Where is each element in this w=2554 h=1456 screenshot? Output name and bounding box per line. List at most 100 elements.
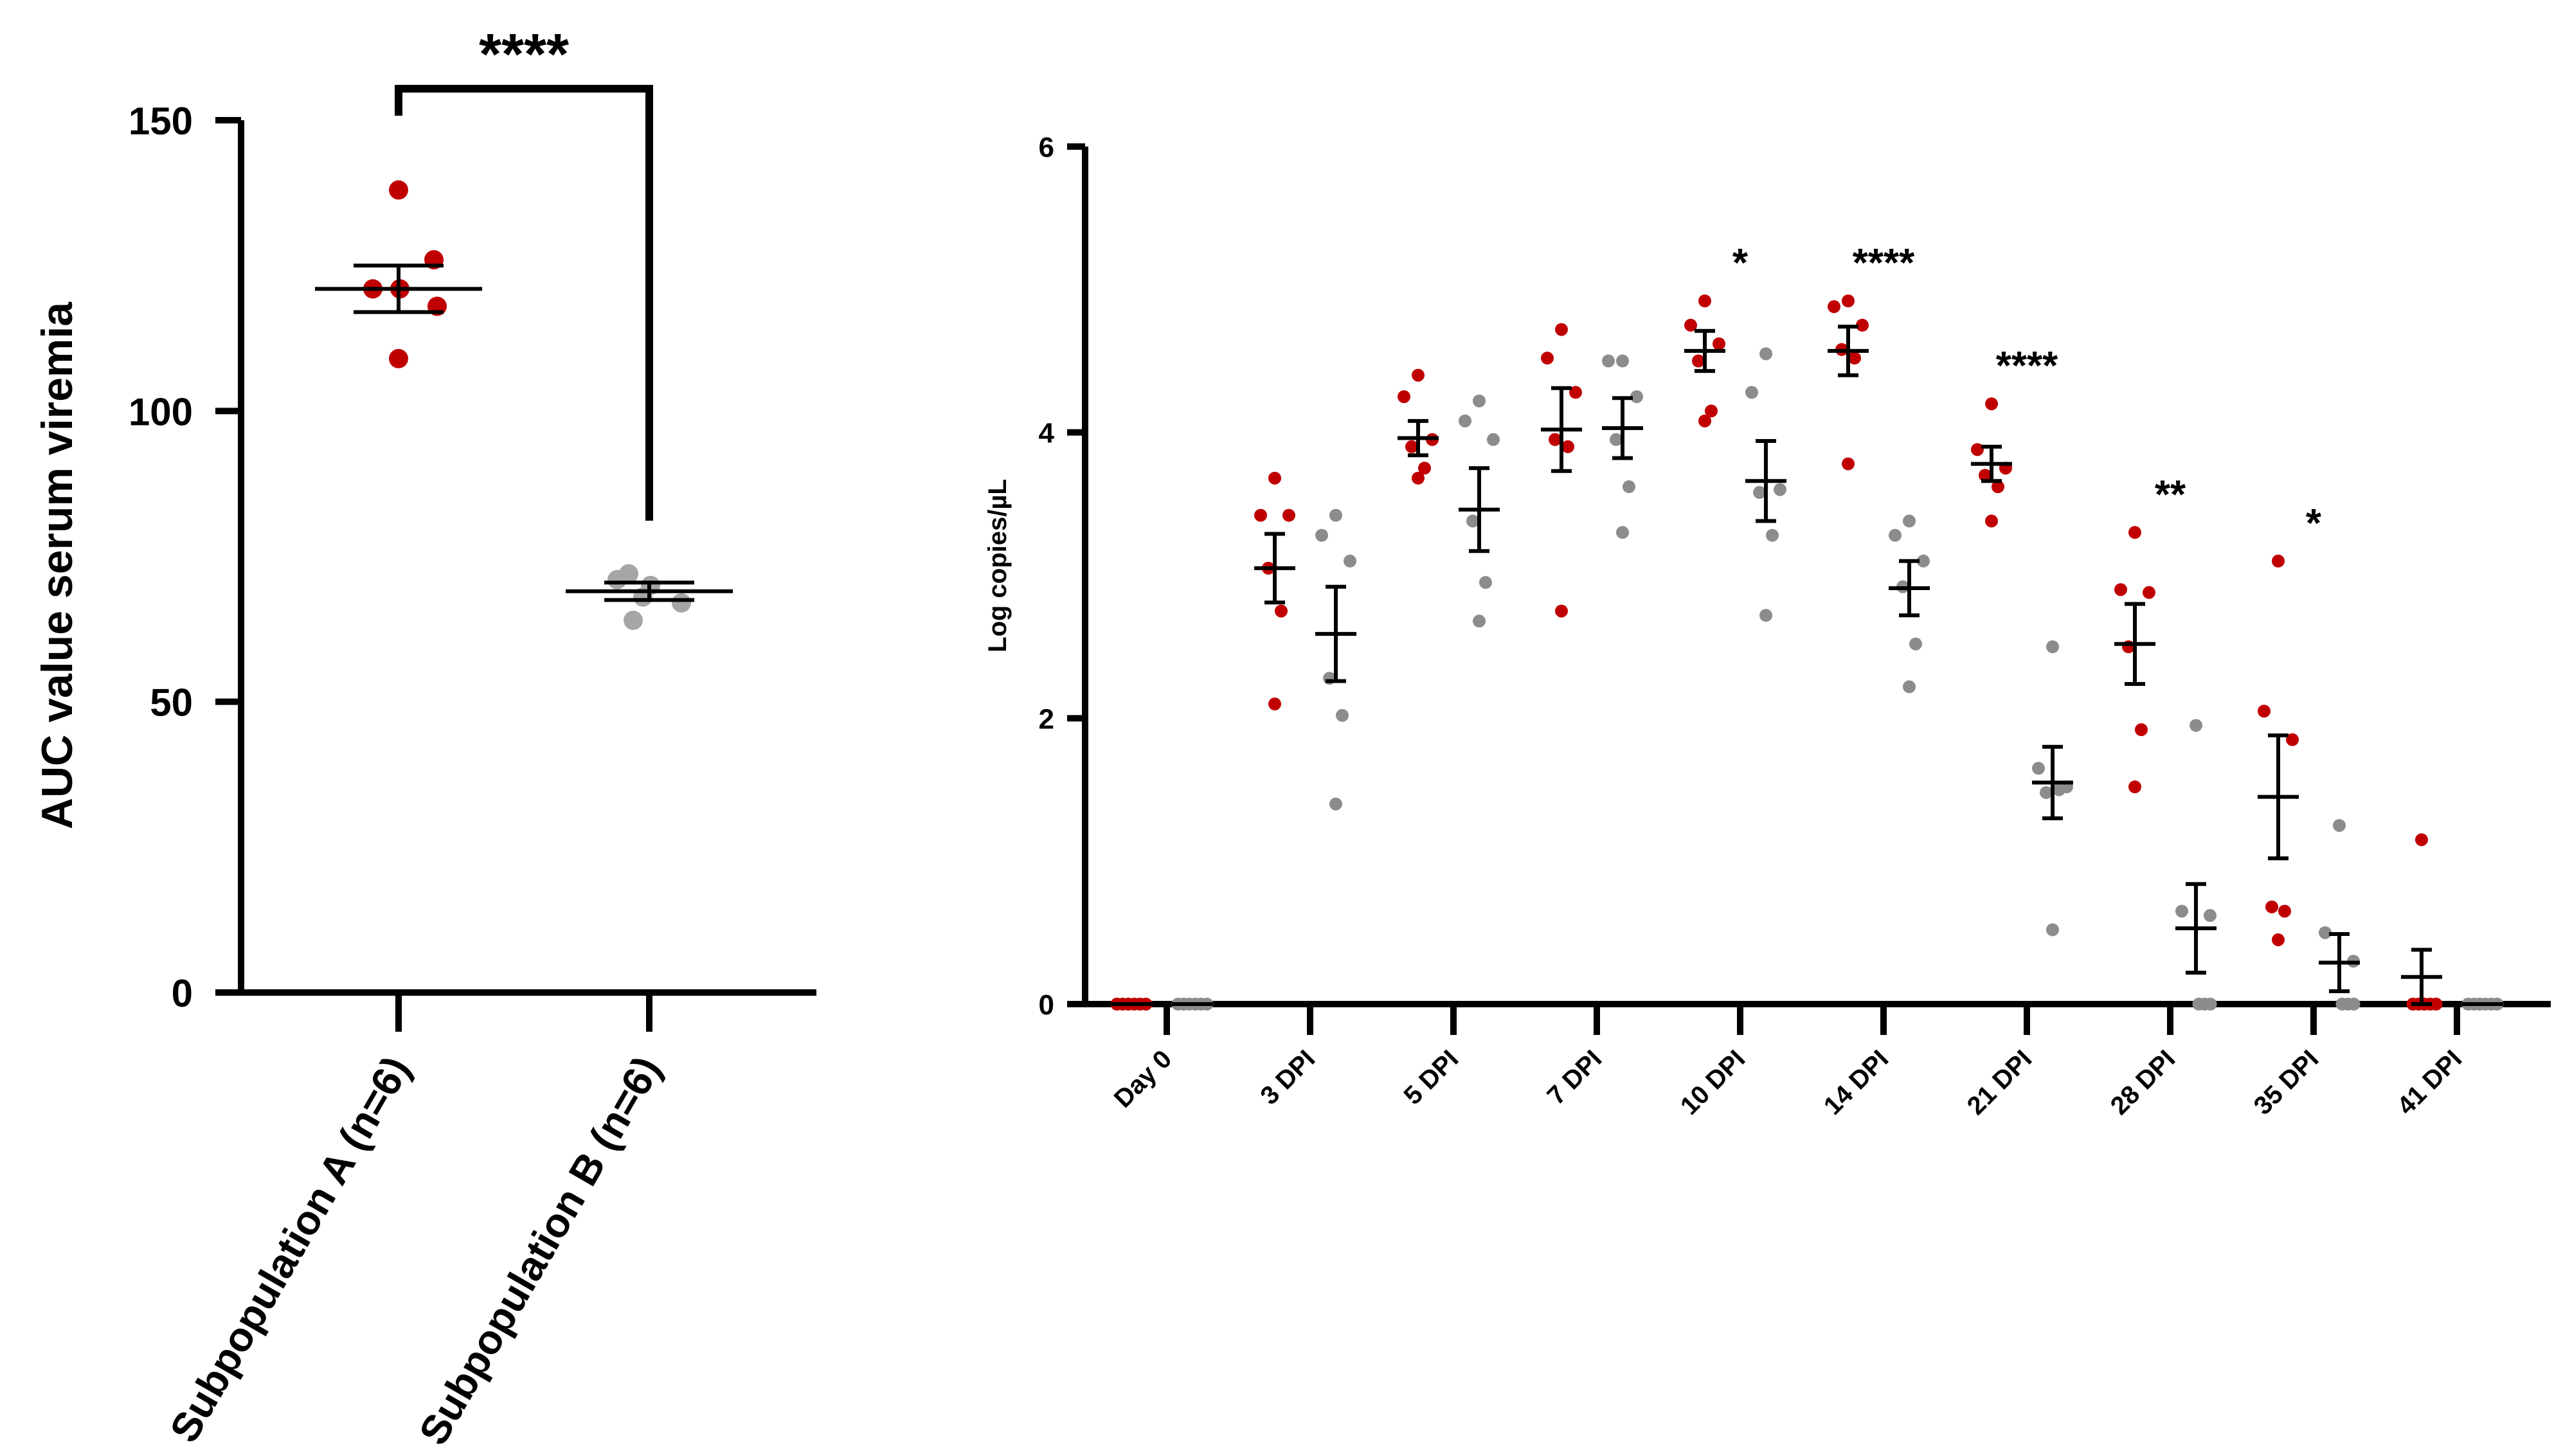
data-point [2046, 640, 2059, 654]
data-point [1985, 397, 1998, 411]
right-y-tick-label: 6 [1039, 132, 1054, 163]
right-chart: Log copies/µL 0 2 4 6 Day 0 3 DPI 5 DPI 7 DPI 1… [984, 132, 2551, 1120]
data-point [2347, 998, 2361, 1011]
data-point [1745, 386, 1758, 399]
right-y-ticks: 0 2 4 6 [1039, 132, 1085, 1021]
right-x-tick-label: 7 DPI [1542, 1045, 1608, 1110]
data-point [1909, 637, 1922, 651]
data-point [1759, 347, 1772, 361]
right-x-ticks: Day 0 3 DPI 5 DPI 7 DPI 10 DPI 14 DPI 21 DPI 28… [1109, 1004, 2468, 1120]
data-point [1602, 354, 1615, 368]
data-point [1473, 615, 1486, 628]
data-point [1466, 514, 1479, 528]
left-x-ticks: Subpopulation A (n=6)Subpopulation B (n=… [161, 993, 670, 1453]
right-x-tick-label: 3 DPI [1255, 1045, 1321, 1110]
left-chart: AUC value serum viremia 0 50 100 150 Subpop… [33, 22, 816, 1453]
data-point [1992, 480, 2004, 494]
left-y-tick-label: 150 [129, 100, 193, 143]
right-y-tick-label: 2 [1039, 703, 1054, 735]
right-error-bars [1111, 325, 2503, 1006]
data-point [2128, 780, 2141, 794]
data-point [2040, 786, 2053, 799]
data-point [607, 570, 627, 589]
data-point [1555, 323, 1568, 336]
data-point [2114, 583, 2127, 597]
significance-label: **** [1996, 344, 2058, 388]
data-point [1759, 609, 1772, 622]
significance-label: **** [1853, 241, 1915, 285]
data-point [672, 593, 691, 613]
significance-bracket [395, 85, 653, 521]
data-point [1889, 528, 1902, 542]
data-point [1555, 604, 1568, 618]
left-error-bars [315, 264, 733, 602]
data-point [2204, 998, 2217, 1011]
right-x-tick-label: 10 DPI [1675, 1045, 1751, 1120]
right-x-tick-label: 28 DPI [2105, 1045, 2181, 1120]
right-y-tick-label: 4 [1039, 418, 1055, 449]
left-y-tick-label: 50 [150, 681, 193, 724]
data-point [1398, 390, 1410, 404]
right-x-tick-label: Day 0 [1109, 1045, 1178, 1113]
significance-label: ** [2155, 472, 2186, 517]
data-point [2286, 733, 2299, 746]
right-x-tick-label: 14 DPI [1819, 1045, 1894, 1120]
data-point [1459, 414, 1471, 427]
data-point [1828, 300, 1840, 314]
data-point [1971, 443, 1984, 456]
data-point [1842, 457, 1855, 471]
right-y-axis-label: Log copies/µL [984, 479, 1012, 652]
data-point [2204, 909, 2217, 922]
data-point [1705, 404, 1718, 418]
right-points [1110, 294, 2504, 1011]
data-point [1979, 469, 1992, 482]
data-point [1479, 576, 1492, 589]
data-point [1856, 318, 1869, 332]
data-point [1329, 797, 1342, 811]
data-point [2272, 554, 2285, 568]
data-point [1487, 433, 1500, 446]
right-significance-labels: * *********** [1732, 241, 2322, 546]
left-y-tick-label: 100 [129, 390, 193, 433]
data-point [1329, 508, 1342, 522]
data-point [389, 180, 408, 200]
data-point [2265, 900, 2278, 913]
right-x-tick-label: 5 DPI [1399, 1045, 1464, 1110]
left-x-tick-label: Subpopulation A (n=6) [161, 1048, 419, 1450]
data-point [1569, 386, 1582, 399]
data-point [1753, 486, 1766, 499]
right-x-tick-label: 21 DPI [1962, 1045, 2038, 1120]
data-point [1692, 354, 1705, 368]
data-point [1418, 462, 1431, 475]
data-point [2046, 923, 2059, 937]
data-point [1473, 394, 1486, 408]
data-point [1344, 554, 1356, 568]
data-point [1630, 390, 1643, 404]
data-point [1842, 294, 1855, 308]
data-point [2053, 783, 2065, 796]
data-point [1985, 514, 1998, 528]
significance-label: * [1732, 241, 1749, 285]
data-point [1412, 471, 1425, 485]
data-point [1336, 708, 1349, 722]
data-point [1917, 554, 1930, 568]
data-point [2135, 723, 2148, 737]
data-point [1848, 352, 1861, 365]
data-point [2415, 833, 2428, 847]
data-point [389, 348, 408, 368]
left-y-tick-label: 0 [172, 972, 193, 1015]
data-point [1268, 471, 1281, 485]
data-point [2333, 819, 2346, 832]
data-point [2128, 526, 2141, 539]
data-point [1282, 508, 1295, 522]
significance-label: **** [479, 22, 569, 87]
data-point [1275, 604, 1288, 618]
data-point [1903, 514, 1916, 528]
data-point [1616, 354, 1629, 368]
data-point [1549, 433, 1561, 446]
left-x-tick-label: Subpopulation B (n=6) [410, 1048, 670, 1453]
data-point [1405, 440, 1418, 453]
right-x-tick-label: 41 DPI [2392, 1045, 2468, 1120]
data-point [2258, 705, 2271, 718]
